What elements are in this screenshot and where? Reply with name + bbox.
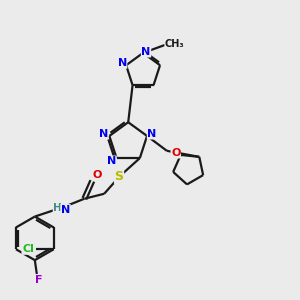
Text: S: S: [115, 170, 124, 183]
Text: N: N: [118, 58, 127, 68]
Text: O: O: [93, 170, 102, 180]
Text: F: F: [35, 275, 43, 285]
Text: CH₃: CH₃: [165, 39, 184, 49]
Text: N: N: [147, 129, 157, 139]
Text: O: O: [171, 148, 181, 158]
Text: N: N: [141, 47, 151, 57]
Text: H: H: [53, 202, 62, 213]
Text: N: N: [107, 156, 116, 166]
Text: N: N: [61, 205, 70, 214]
Text: Cl: Cl: [22, 244, 34, 254]
Text: N: N: [99, 129, 108, 139]
